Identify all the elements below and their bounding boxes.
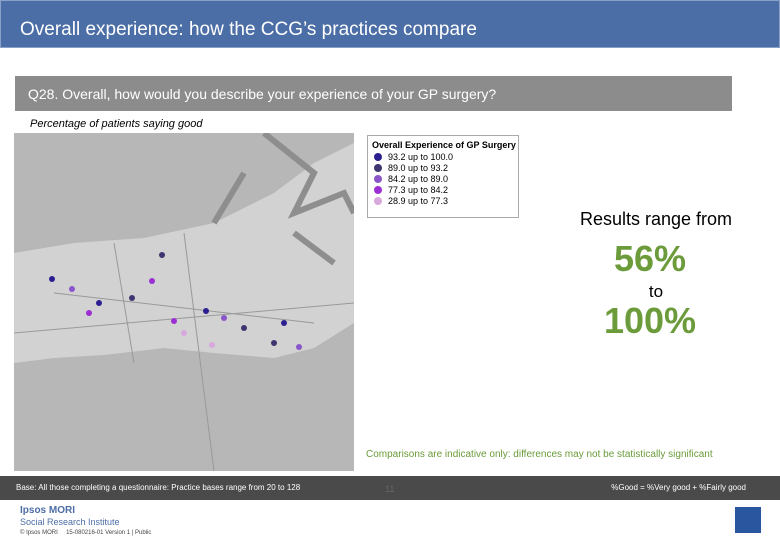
brand-icon [735,507,761,533]
legend-swatch [374,175,382,183]
legend-label: 28.9 up to 77.3 [388,196,449,206]
legend-swatch [374,197,382,205]
range-high: 100% [603,300,697,341]
legend-item: 84.2 up to 89.0 [374,174,518,184]
range-low: 56% [613,238,687,279]
question: Q28. Overall, how would you describe you… [28,86,497,102]
legend-item: 28.9 up to 77.3 [374,196,518,206]
legend: Overall Experience of GP Surgery 93.2 up… [367,135,519,218]
legend-label: 93.2 up to 100.0 [388,152,454,162]
copyright: © Ipsos MORI 15-080216-01 Version 1 | Pu… [20,530,152,536]
header-bar [0,0,780,48]
legend-item: 93.2 up to 100.0 [374,152,518,162]
title: Overall experience: how the CCG’s practi… [20,19,477,40]
page-number: 11 [385,484,395,494]
legend-items: 93.2 up to 100.0 89.0 up to 93.2 84.2 up t… [368,152,518,206]
roads [14,232,354,471]
subtitle: Percentage of patients saying good [30,118,203,130]
logo-name: Ipsos MORI [20,505,76,516]
land [14,143,354,363]
legend-swatch [374,164,382,172]
river [211,133,354,266]
legend-label: 84.2 up to 89.0 [388,174,449,184]
base-note: Base: All those completing a questionnai… [16,483,301,492]
legend-label: 89.0 up to 93.2 [388,163,449,173]
range-intro: Results range from [579,209,733,229]
question-bar [15,76,732,111]
range-mid: to [648,282,664,301]
practice-dots [49,252,302,350]
logo-subtitle: Social Research Institute [20,517,120,527]
legend-item: 89.0 up to 93.2 [374,163,518,173]
legend-item: 77.3 up to 84.2 [374,185,518,195]
legend-label: 77.3 up to 84.2 [388,185,449,195]
definition: %Good = %Very good + %Fairly good [611,483,746,492]
legend-title: Overall Experience of GP Surgery [372,140,516,150]
note: Comparisons are indicative only: differe… [366,449,713,460]
map [14,133,354,471]
legend-swatch [374,153,382,161]
footer-bar [0,476,780,500]
legend-swatch [374,186,382,194]
